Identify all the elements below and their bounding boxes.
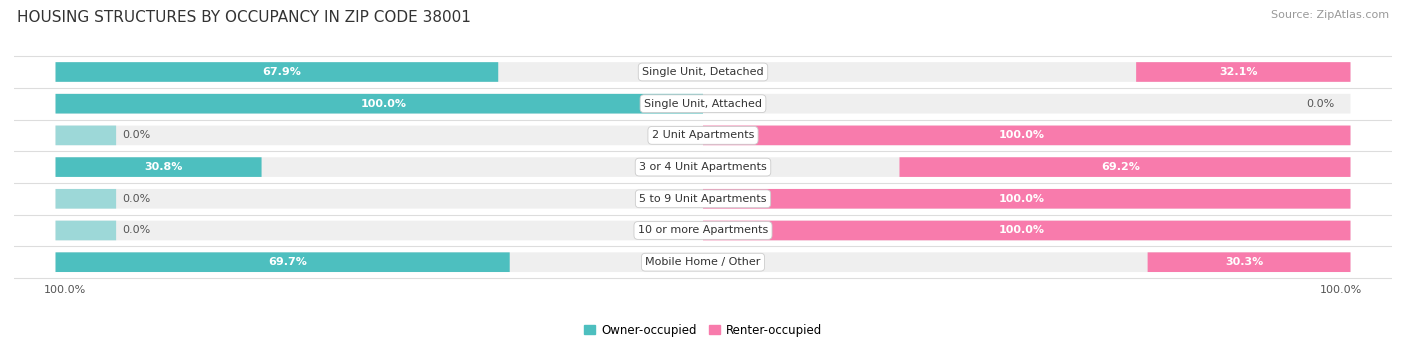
Text: HOUSING STRUCTURES BY OCCUPANCY IN ZIP CODE 38001: HOUSING STRUCTURES BY OCCUPANCY IN ZIP C… bbox=[17, 10, 471, 25]
Text: 32.1%: 32.1% bbox=[1219, 67, 1258, 77]
FancyBboxPatch shape bbox=[703, 125, 1351, 145]
FancyBboxPatch shape bbox=[55, 94, 1351, 114]
FancyBboxPatch shape bbox=[55, 157, 262, 177]
FancyBboxPatch shape bbox=[55, 125, 1351, 145]
FancyBboxPatch shape bbox=[55, 252, 1351, 272]
FancyBboxPatch shape bbox=[55, 221, 1351, 240]
Legend: Owner-occupied, Renter-occupied: Owner-occupied, Renter-occupied bbox=[583, 324, 823, 337]
FancyBboxPatch shape bbox=[55, 189, 117, 209]
FancyBboxPatch shape bbox=[900, 157, 1351, 177]
Text: Source: ZipAtlas.com: Source: ZipAtlas.com bbox=[1271, 10, 1389, 20]
FancyBboxPatch shape bbox=[55, 62, 1351, 82]
Text: 0.0%: 0.0% bbox=[122, 225, 150, 236]
FancyBboxPatch shape bbox=[55, 94, 703, 114]
Text: 0.0%: 0.0% bbox=[1306, 99, 1334, 109]
Text: Mobile Home / Other: Mobile Home / Other bbox=[645, 257, 761, 267]
Text: 69.2%: 69.2% bbox=[1101, 162, 1140, 172]
Text: Single Unit, Attached: Single Unit, Attached bbox=[644, 99, 762, 109]
FancyBboxPatch shape bbox=[55, 221, 117, 240]
FancyBboxPatch shape bbox=[55, 62, 498, 82]
Text: 0.0%: 0.0% bbox=[122, 130, 150, 140]
Text: 100.0%: 100.0% bbox=[998, 130, 1045, 140]
FancyBboxPatch shape bbox=[55, 189, 1351, 209]
Text: 100.0%: 100.0% bbox=[998, 225, 1045, 236]
Text: 100.0%: 100.0% bbox=[361, 99, 408, 109]
Text: 100.0%: 100.0% bbox=[998, 194, 1045, 204]
Text: 67.9%: 67.9% bbox=[263, 67, 301, 77]
Text: 30.3%: 30.3% bbox=[1225, 257, 1264, 267]
Text: 69.7%: 69.7% bbox=[269, 257, 307, 267]
Text: 30.8%: 30.8% bbox=[145, 162, 183, 172]
FancyBboxPatch shape bbox=[1136, 62, 1351, 82]
FancyBboxPatch shape bbox=[703, 221, 1351, 240]
Text: 0.0%: 0.0% bbox=[122, 194, 150, 204]
Text: Single Unit, Detached: Single Unit, Detached bbox=[643, 67, 763, 77]
FancyBboxPatch shape bbox=[55, 157, 1351, 177]
Text: 3 or 4 Unit Apartments: 3 or 4 Unit Apartments bbox=[640, 162, 766, 172]
FancyBboxPatch shape bbox=[55, 125, 117, 145]
FancyBboxPatch shape bbox=[1147, 252, 1351, 272]
Text: 10 or more Apartments: 10 or more Apartments bbox=[638, 225, 768, 236]
Text: 2 Unit Apartments: 2 Unit Apartments bbox=[652, 130, 754, 140]
FancyBboxPatch shape bbox=[55, 252, 510, 272]
FancyBboxPatch shape bbox=[703, 189, 1351, 209]
Text: 5 to 9 Unit Apartments: 5 to 9 Unit Apartments bbox=[640, 194, 766, 204]
